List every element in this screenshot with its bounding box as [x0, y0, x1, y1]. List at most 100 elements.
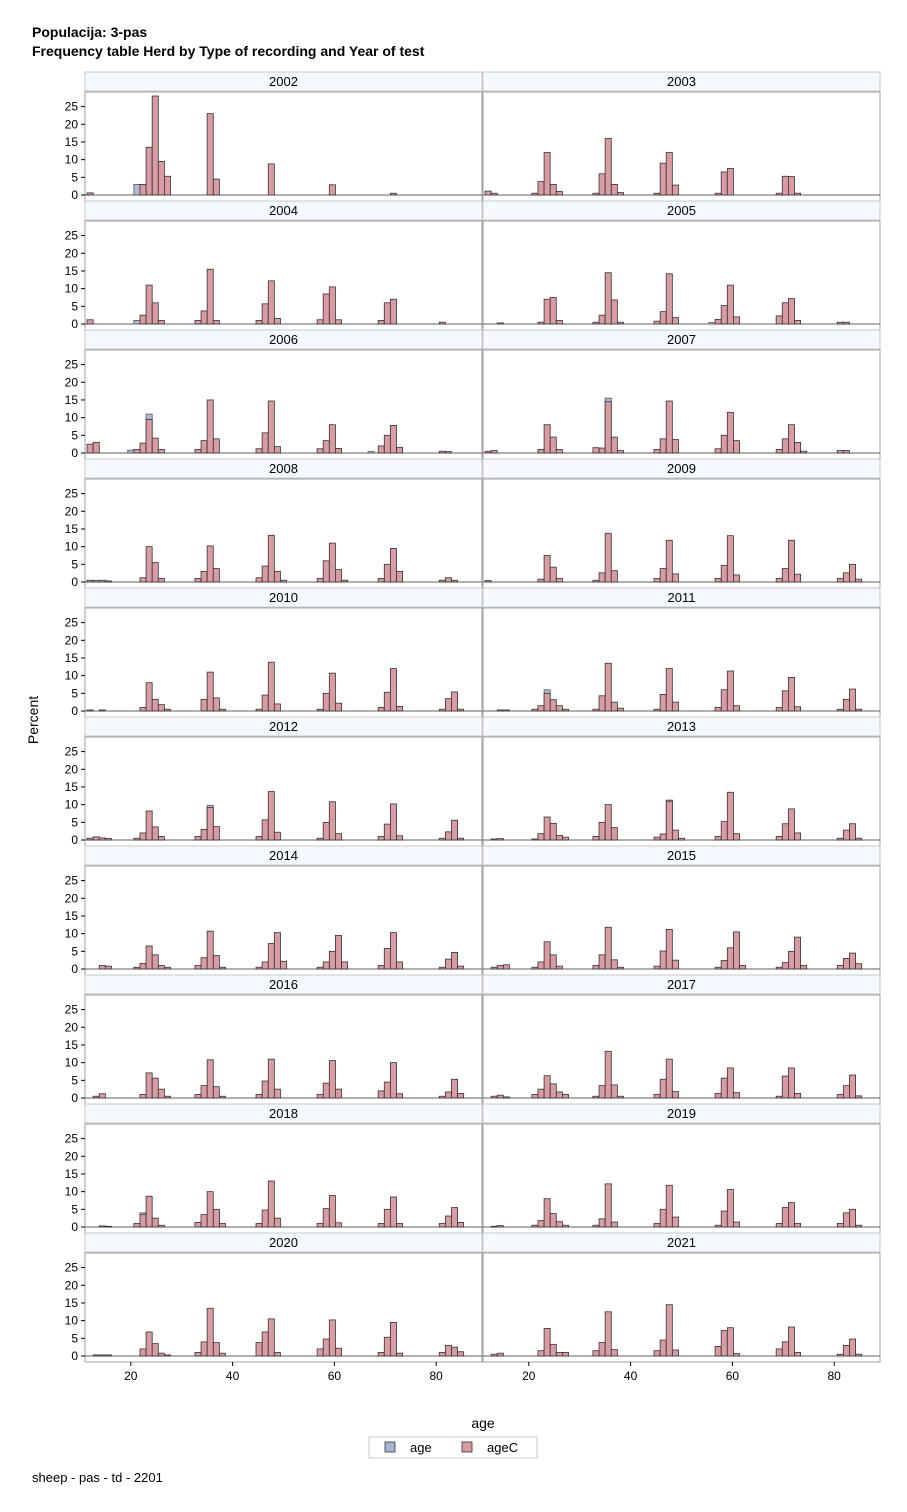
bar-ageC [739, 965, 747, 970]
bar-ageC [610, 1349, 618, 1357]
x-tick-label: 40 [624, 1369, 638, 1383]
bar-ageC [549, 1083, 557, 1099]
bar-ageC [389, 803, 397, 841]
bar-ageC [396, 446, 404, 454]
panel-year-label: 2015 [667, 848, 696, 863]
bar-ageC [653, 1223, 661, 1228]
bar-ageC [787, 808, 795, 841]
panel-frame-2020 [84, 1252, 483, 1363]
bar-ageC [396, 1093, 404, 1099]
bar-ageC [98, 965, 106, 970]
panel-frame-2019 [482, 1123, 881, 1234]
bar-ageC [502, 964, 510, 970]
bar-ageC [133, 837, 141, 841]
bar-ageC [794, 573, 802, 583]
panel-header-2005 [482, 200, 881, 221]
bar-ageC [671, 1349, 679, 1357]
panel-header-2021 [482, 1232, 881, 1253]
x-tick-label: 60 [726, 1369, 740, 1383]
bar-ageC [726, 1189, 734, 1228]
bar-ageC [457, 708, 465, 712]
panel-frame-2009 [482, 478, 881, 589]
panel-frame-2011 [482, 607, 881, 718]
bar-ageC [383, 1208, 391, 1228]
bar-ageC [335, 1222, 342, 1228]
panel-year-label: 2010 [269, 590, 298, 605]
x-tick-label: 80 [828, 1369, 842, 1383]
bar-ageC [218, 1223, 226, 1228]
bar-ageC [592, 579, 600, 583]
bar-ageC [665, 273, 673, 325]
bar-ageC [139, 1094, 147, 1099]
bar-ageC [322, 821, 330, 841]
bar-ageC [781, 1075, 789, 1099]
bar-ageC [396, 835, 404, 841]
bar-ageC [145, 810, 153, 841]
bar-ageC [610, 436, 618, 454]
bar-ageC [490, 1225, 498, 1228]
bar-ageC [377, 320, 385, 325]
bar-ageC [255, 448, 263, 454]
bar-ageC [714, 966, 722, 970]
bar-ageC [145, 546, 153, 583]
bar-ageC [322, 692, 330, 712]
bar-ageC [163, 966, 171, 970]
bar-ageC [616, 450, 624, 454]
bar-ageC [151, 562, 159, 583]
bar-ageC [665, 1304, 673, 1357]
bar-ageC [389, 548, 397, 583]
y-tick-label: 20 [65, 375, 79, 389]
bar-ageC [842, 572, 850, 583]
bar-ageC [267, 163, 275, 196]
bar-ageC [218, 708, 226, 712]
bar-ageC [653, 192, 661, 196]
bar-ageC [151, 437, 159, 454]
bar-ageC [653, 320, 661, 325]
bar-ageC [720, 171, 728, 196]
bar-ageC [490, 450, 498, 454]
panel-header-2002 [84, 71, 483, 92]
bar-ageC [316, 708, 324, 712]
bar-ageC [787, 1067, 795, 1099]
panel-year-label: 2002 [269, 74, 298, 89]
bar-ageC [261, 1209, 269, 1228]
bar-ageC [562, 708, 569, 712]
bar-ageC [610, 701, 618, 712]
bar-ageC [549, 822, 557, 841]
bar-ageC [733, 316, 740, 325]
panel-frame-2021 [482, 1252, 881, 1363]
bar-ageC [438, 1223, 446, 1228]
bar-ageC [794, 936, 802, 970]
bar-ageC [255, 1342, 263, 1357]
bar-ageC [451, 819, 458, 841]
bar-ageC [212, 178, 220, 196]
bar-ageC [720, 1330, 728, 1357]
bar-ageC [653, 965, 661, 970]
y-tick-label: 5 [71, 170, 78, 184]
bar-ageC [316, 319, 324, 325]
bar-ageC [794, 441, 802, 454]
bar-ageC [206, 1307, 214, 1357]
bar-ageC [671, 1091, 679, 1099]
bar-ageC [781, 568, 789, 583]
bar-ageC [438, 708, 446, 712]
y-tick-label: 25 [65, 874, 79, 888]
bar-ageC [855, 1353, 863, 1357]
bar-ageC [328, 1060, 336, 1099]
bar-ageC [194, 1222, 202, 1228]
bar-ageC [665, 400, 673, 454]
panel-frame-2006 [84, 349, 483, 460]
bar-ageC [163, 1354, 171, 1357]
bar-ageC [206, 807, 214, 841]
bar-ageC [659, 1208, 667, 1228]
bar-ageC [531, 966, 539, 970]
panel-frame-2008 [84, 478, 483, 589]
bar-ageC [145, 682, 153, 712]
bar-ageC [206, 268, 214, 325]
bar-ageC [543, 1075, 551, 1099]
bar-ageC [396, 706, 404, 712]
bar-ageC [273, 570, 281, 583]
bar-ageC [86, 579, 94, 583]
bar-ageC [444, 698, 452, 712]
